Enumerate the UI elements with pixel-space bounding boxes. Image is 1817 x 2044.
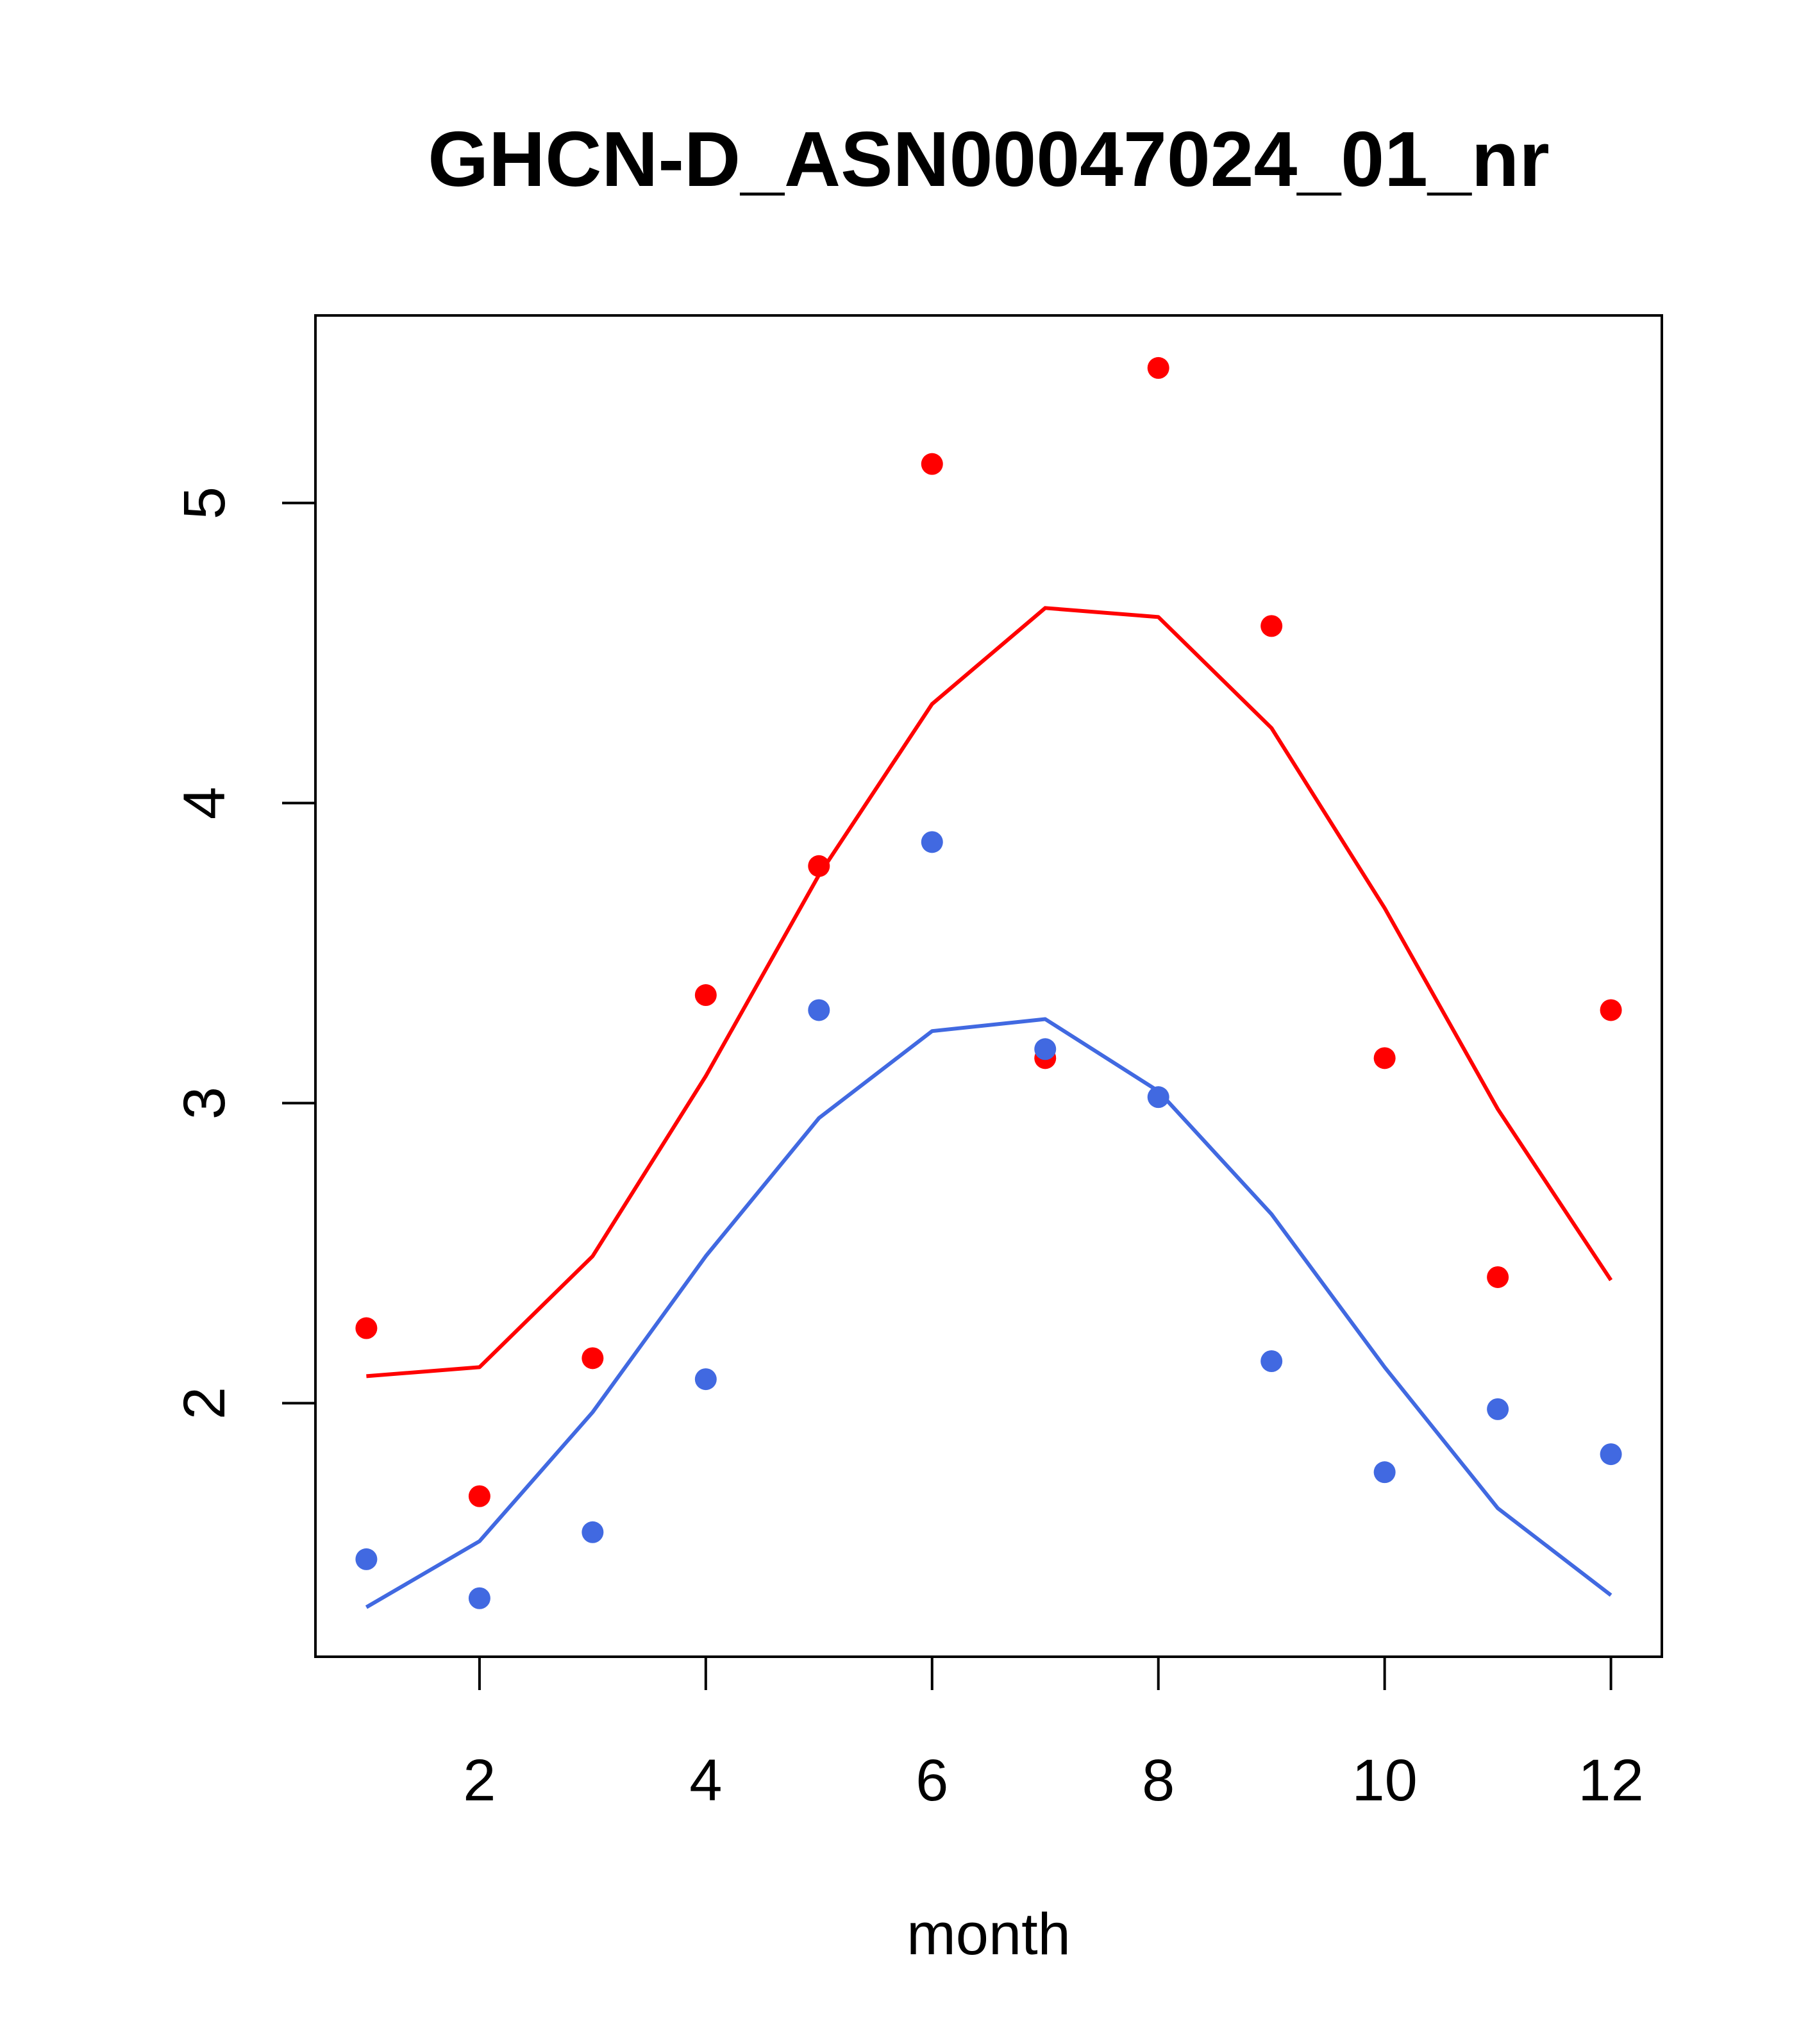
series-2-point [1487,1398,1509,1420]
series-2-point [468,1587,490,1609]
series-2-point [1147,1086,1169,1109]
series-2-point [1260,1350,1283,1373]
x-tick-label: 2 [463,1748,496,1813]
chart-title: GHCN-D_ASN00047024_01_nr [428,115,1550,203]
series-2-line [365,1017,1612,1609]
series-1-point [1487,1266,1509,1288]
series-2-point [1373,1461,1396,1484]
series-1-point [1600,999,1622,1021]
plot-frame [314,314,1663,1658]
x-axis: 2 4 6 8 10 12 [463,1655,1644,1813]
x-axis-label: month [907,1902,1071,1967]
series-2-point [921,831,943,853]
y-tick-label: 4 [172,787,237,819]
series-1-point [355,1317,378,1339]
series-2 [355,831,1622,1609]
series-layer [355,356,1622,1609]
series-1-point [582,1347,604,1370]
series-2-point [1600,1443,1622,1466]
series-1 [355,356,1622,1507]
y-tick-label: 3 [172,1087,237,1119]
series-2-point [582,1521,604,1543]
x-tick-label: 12 [1578,1748,1643,1813]
series-1-point [1147,356,1169,379]
series-2-point [808,999,830,1021]
series-1-point [468,1485,490,1507]
series-2-point [1034,1038,1057,1060]
series-1-point [1373,1047,1396,1069]
y-tick-label: 2 [172,1387,237,1420]
series-2-point [694,1368,717,1391]
series-1-point [1260,615,1283,637]
series-2-point [355,1548,378,1570]
series-1-point [921,453,943,475]
x-tick-label: 8 [1142,1748,1175,1813]
y-axis: 2 3 4 5 [172,487,317,1420]
x-tick-label: 4 [689,1748,722,1813]
y-tick-label: 5 [172,487,237,519]
series-1-point [694,984,717,1007]
x-tick-label: 6 [916,1748,948,1813]
x-tick-label: 10 [1352,1748,1417,1813]
series-1-line [366,606,1613,1378]
series-1-point [808,855,830,877]
